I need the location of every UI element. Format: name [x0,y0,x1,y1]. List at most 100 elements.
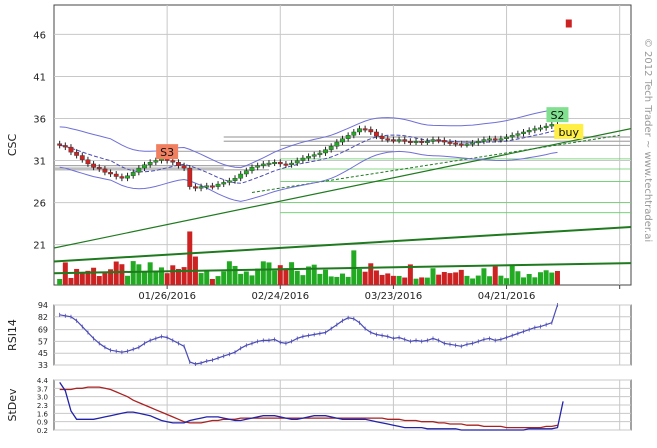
volume-bar [91,267,97,285]
candle-body [300,157,306,161]
candle-body [187,167,193,187]
volume-bar [74,268,80,285]
volume-bar [221,271,227,285]
volume-bar [215,276,221,285]
volume-bar [340,273,345,285]
candle-body [232,178,238,181]
candle-body [379,135,385,139]
volume-bar [198,273,204,285]
candle-body [311,154,317,157]
stdev-axis-title: StDev [6,388,19,422]
volume-bar [402,277,408,285]
volume-bar [436,274,442,285]
candle-body [481,139,487,142]
candle-body [289,162,294,165]
volume-bar [379,274,385,285]
volume-bar [311,264,317,285]
candle-body [323,149,328,154]
candle-body [170,160,176,163]
candle-body [492,138,498,141]
candle-body [294,160,300,164]
rsi-tick-label: 69 [38,326,48,335]
candle-body [79,155,85,160]
price-tick-label: 41 [33,72,46,83]
volume-bar [362,271,368,285]
candle-body [221,182,227,185]
candle-body [102,168,108,173]
candle-body [125,175,130,179]
candle-body [91,163,96,168]
candle-body [374,131,379,137]
volume-bar [68,277,74,285]
candle-body [62,145,68,148]
candle-body [85,159,91,165]
volume-bar [498,275,504,285]
candle-body [260,163,266,166]
volume-bar [368,263,374,285]
volume-bar [356,269,362,285]
axis-labels: 01/26/2016 02/24/2016 03/23/2016 04/21/2016… [33,30,621,435]
candle-body [357,128,362,133]
candle-body [57,143,63,146]
volume-bar [85,270,91,285]
volume-bar [373,270,379,285]
stdev-tick-label: 2.3 [37,402,48,410]
volume-bar [447,273,453,285]
rsi-tick-label: 94 [38,301,48,310]
watermark-text: © 2012 Tech Trader ~ www.techtrader.ai [642,38,653,242]
volume-bar [158,267,164,285]
rsi-tick-label: 57 [38,337,48,346]
volume-bar [266,262,272,285]
candle-body [317,152,323,155]
stdev-line [59,386,558,429]
candle-body [334,141,340,147]
candle-body [108,172,113,175]
volume-bar [277,265,283,285]
candle-body [119,176,125,179]
price-tick-label: 46 [33,30,46,41]
candle-body [385,138,391,141]
candle-body [453,142,459,145]
candle-body [475,141,481,144]
volume-bar [475,275,481,285]
volume-bar [164,273,170,285]
candle-body [419,141,425,143]
volume-bar [96,276,102,285]
volume-bar [300,275,306,285]
x-tick-label: 03/23/2016 [365,291,423,302]
volume-bar [537,272,543,285]
candle-body [402,139,408,142]
price-tick-label: 36 [33,115,46,126]
candle-body [424,141,430,143]
annotation-label: buy [559,126,580,139]
x-tick-label: 02/24/2016 [251,291,309,302]
volume-bar [532,277,538,285]
volume-bar [238,273,244,285]
stdev-tick-label: 4.4 [37,377,49,385]
stdev-tick-label: 0.9 [37,419,48,427]
rsi-tick-label: 45 [38,349,48,358]
candle-body [458,143,464,146]
x-tick-label: 01/26/2016 [138,291,196,302]
volume-bar [306,266,312,285]
lower-band-line [59,150,558,202]
volume-bar [283,268,289,285]
candle-body [391,139,396,142]
candle-body [436,139,442,142]
volume-bar [147,262,153,285]
stdev-tick-label: 0.2 [37,427,48,435]
candle-body [215,183,221,187]
candle-body [504,136,509,139]
candle-body [153,160,159,163]
candle-body [277,162,283,165]
x-tick-label: 04/21/2016 [478,291,536,302]
volume-bar [294,270,300,285]
volume-bar [492,266,498,285]
grid-layer [54,5,631,431]
rsi-series [59,303,559,367]
volume-bar [255,268,261,285]
annotations: S3 S2 buy [156,19,584,160]
moving-average-line [59,130,558,184]
rsi-tick-label: 82 [38,313,48,322]
candle-body [441,140,447,143]
